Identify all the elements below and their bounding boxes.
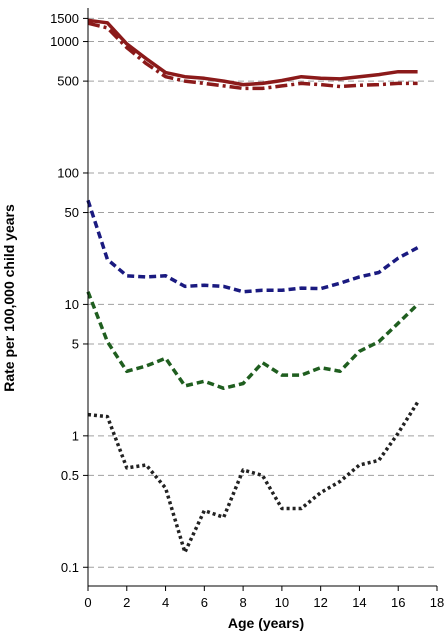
y-tick-label: 1	[72, 428, 79, 443]
x-tick-labels: 0 2 4 6 8 10 12 14 16 18	[84, 586, 444, 610]
y-tick-label: 0.1	[61, 560, 79, 575]
series-line-2	[87, 21, 418, 91]
x-tick-label: 8	[239, 595, 246, 610]
axes	[87, 8, 437, 587]
x-axis-title: Age (years)	[228, 615, 304, 631]
x-tick-label: 18	[430, 595, 444, 610]
y-tick-label: 1000	[50, 34, 79, 49]
x-tick-label: 2	[123, 595, 130, 610]
series-line-1	[87, 18, 418, 87]
x-tick-label: 0	[84, 595, 91, 610]
y-tick-label: 50	[65, 205, 79, 220]
x-tick-label: 10	[275, 595, 289, 610]
x-tick-label: 4	[162, 595, 169, 610]
x-tick-label: 14	[352, 595, 366, 610]
series-line-5	[87, 401, 420, 555]
series-line-4	[86, 291, 419, 391]
y-tick-label: 10	[65, 297, 79, 312]
y-tick-label: 0.5	[61, 468, 79, 483]
x-tick-label: 6	[201, 595, 208, 610]
y-tick-label: 500	[57, 74, 79, 89]
y-tick-labels: 0.1 0.5 1 5 10 50 100 500 1000 1500	[50, 11, 88, 575]
grid-lines	[88, 17, 437, 568]
y-tick-label: 100	[57, 165, 79, 180]
series-layer	[86, 18, 420, 555]
y-tick-label: 1500	[50, 11, 79, 26]
x-tick-label: 12	[313, 595, 327, 610]
x-tick-label: 16	[391, 595, 405, 610]
y-tick-label: 5	[72, 336, 79, 351]
y-axis-title: Rate per 100,000 child years	[1, 204, 17, 392]
series-line-3	[86, 199, 419, 294]
